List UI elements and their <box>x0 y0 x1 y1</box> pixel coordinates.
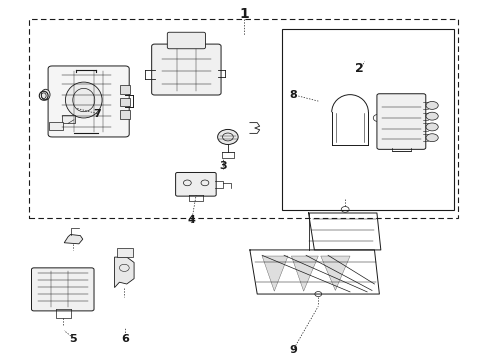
Text: 7: 7 <box>94 109 101 119</box>
Bar <box>29 19 458 218</box>
Ellipse shape <box>426 123 438 131</box>
Polygon shape <box>292 256 319 291</box>
FancyBboxPatch shape <box>175 172 216 196</box>
Polygon shape <box>117 248 133 257</box>
FancyBboxPatch shape <box>152 44 221 95</box>
FancyBboxPatch shape <box>31 268 94 311</box>
Polygon shape <box>121 110 130 119</box>
Text: 8: 8 <box>289 90 297 100</box>
Text: 4: 4 <box>187 215 195 225</box>
Bar <box>282 30 454 211</box>
Text: 1: 1 <box>239 7 249 21</box>
FancyBboxPatch shape <box>167 32 205 49</box>
Text: 2: 2 <box>355 62 364 75</box>
Ellipse shape <box>41 89 50 100</box>
Bar <box>49 122 63 130</box>
Ellipse shape <box>66 82 102 118</box>
Polygon shape <box>121 98 130 106</box>
Polygon shape <box>262 256 288 291</box>
Polygon shape <box>115 257 134 288</box>
Ellipse shape <box>426 112 438 120</box>
Text: 3: 3 <box>219 161 227 171</box>
Ellipse shape <box>426 102 438 109</box>
Text: 9: 9 <box>289 345 297 355</box>
Polygon shape <box>64 234 83 244</box>
Text: 6: 6 <box>122 333 129 343</box>
Polygon shape <box>121 85 130 94</box>
Ellipse shape <box>218 130 238 144</box>
Text: 5: 5 <box>69 333 77 343</box>
FancyBboxPatch shape <box>377 94 426 149</box>
Ellipse shape <box>426 134 438 141</box>
FancyBboxPatch shape <box>48 66 129 137</box>
Polygon shape <box>321 256 350 291</box>
Bar <box>62 116 75 123</box>
